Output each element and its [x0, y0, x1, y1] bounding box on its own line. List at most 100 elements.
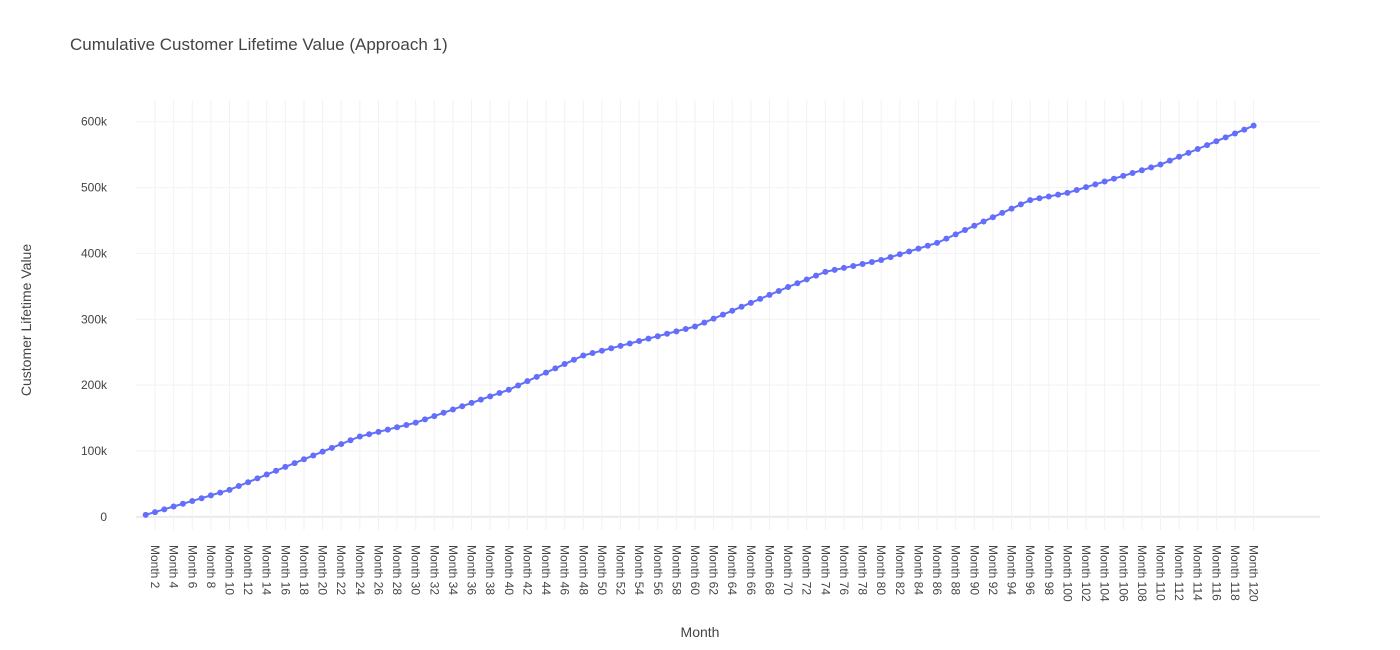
marker	[226, 486, 233, 493]
y-tick-label: 600k	[81, 115, 108, 129]
marker	[626, 340, 633, 347]
marker	[1120, 172, 1127, 179]
x-tick-label: Month 40	[502, 545, 516, 595]
marker	[198, 495, 205, 502]
marker	[868, 258, 875, 265]
marker	[449, 406, 456, 413]
x-axis-title: Month	[681, 624, 720, 640]
x-tick-label: Month 28	[390, 545, 404, 595]
marker	[291, 460, 298, 467]
marker	[1083, 184, 1090, 191]
marker	[468, 399, 475, 406]
x-tick-label: Month 6	[185, 545, 199, 589]
marker	[775, 287, 782, 294]
marker	[1231, 130, 1238, 137]
x-tick-label: Month 76	[837, 545, 851, 595]
x-tick-label: Month 36	[465, 545, 479, 595]
marker	[152, 509, 159, 516]
marker	[757, 295, 764, 302]
marker	[1055, 191, 1062, 198]
x-tick-label: Month 112	[1172, 545, 1186, 601]
x-tick-label: Month 26	[371, 545, 385, 595]
marker	[952, 231, 959, 238]
x-tick-label: Month 116	[1209, 545, 1223, 601]
marker	[394, 424, 401, 431]
marker	[738, 303, 745, 310]
marker	[1166, 157, 1173, 164]
x-tick-label: Month 108	[1135, 545, 1149, 602]
x-tick-label: Month 100	[1060, 545, 1074, 602]
marker	[896, 251, 903, 258]
marker	[300, 456, 307, 463]
marker	[1045, 193, 1052, 200]
x-tick-label: Month 104	[1098, 545, 1112, 602]
y-tick-label: 100k	[81, 444, 108, 458]
marker	[552, 365, 559, 372]
marker	[1092, 181, 1099, 188]
x-tick-label: Month 102	[1079, 545, 1093, 602]
x-tick-label: Month 80	[874, 545, 888, 595]
x-tick-label: Month 22	[334, 545, 348, 595]
x-tick-label: Month 46	[558, 545, 572, 595]
x-tick-label: Month 8	[204, 545, 218, 589]
marker	[384, 426, 391, 433]
marker	[263, 471, 270, 478]
x-tick-label: Month 72	[800, 545, 814, 595]
marker	[691, 323, 698, 330]
x-tick-label: Month 58	[669, 545, 683, 595]
marker	[589, 350, 596, 357]
marker	[1241, 126, 1248, 133]
x-tick-label: Month 60	[688, 545, 702, 595]
marker	[887, 254, 894, 261]
marker	[375, 428, 382, 435]
marker	[794, 280, 801, 287]
marker	[1185, 149, 1192, 156]
marker	[1176, 153, 1183, 160]
marker	[999, 209, 1006, 216]
marker	[319, 448, 326, 455]
marker	[1129, 170, 1136, 177]
x-tick-label: Month 106	[1116, 545, 1130, 602]
chart-title: Cumulative Customer Lifetime Value (Appr…	[70, 35, 448, 54]
marker	[654, 333, 661, 340]
x-tick-label: Month 74	[818, 545, 832, 595]
x-tick-label: Month 86	[930, 545, 944, 595]
x-tick-label: Month 44	[539, 545, 553, 595]
marker	[505, 386, 512, 393]
x-tick-label: Month 78	[856, 545, 870, 595]
marker	[431, 413, 438, 420]
marker	[1194, 145, 1201, 152]
marker	[189, 497, 196, 504]
x-tick-label: Month 54	[632, 545, 646, 595]
y-tick-label: 400k	[81, 246, 108, 260]
x-tick-label: Month 50	[595, 545, 609, 595]
marker	[961, 227, 968, 234]
marker	[1064, 189, 1071, 196]
marker	[822, 268, 829, 275]
marker	[570, 356, 577, 363]
marker	[347, 437, 354, 444]
marker	[710, 315, 717, 322]
x-tick-label: Month 2	[148, 545, 162, 589]
marker	[850, 262, 857, 269]
marker	[1204, 142, 1211, 149]
x-tick-label: Month 32	[427, 545, 441, 595]
marker	[840, 264, 847, 271]
x-tick-label: Month 68	[762, 545, 776, 595]
marker	[701, 319, 708, 326]
marker	[273, 467, 280, 474]
marker	[515, 382, 522, 389]
marker	[1157, 161, 1164, 168]
x-tick-label: Month 34	[446, 545, 460, 595]
marker	[366, 431, 373, 438]
marker	[636, 338, 643, 345]
marker	[524, 378, 531, 385]
y-tick-label: 500k	[81, 181, 108, 195]
x-tick-label: Month 84	[911, 545, 925, 595]
marker	[496, 390, 503, 397]
x-tick-label: Month 24	[353, 545, 367, 595]
marker	[813, 272, 820, 279]
marker	[1101, 178, 1108, 185]
marker	[580, 352, 587, 359]
marker	[543, 369, 550, 376]
